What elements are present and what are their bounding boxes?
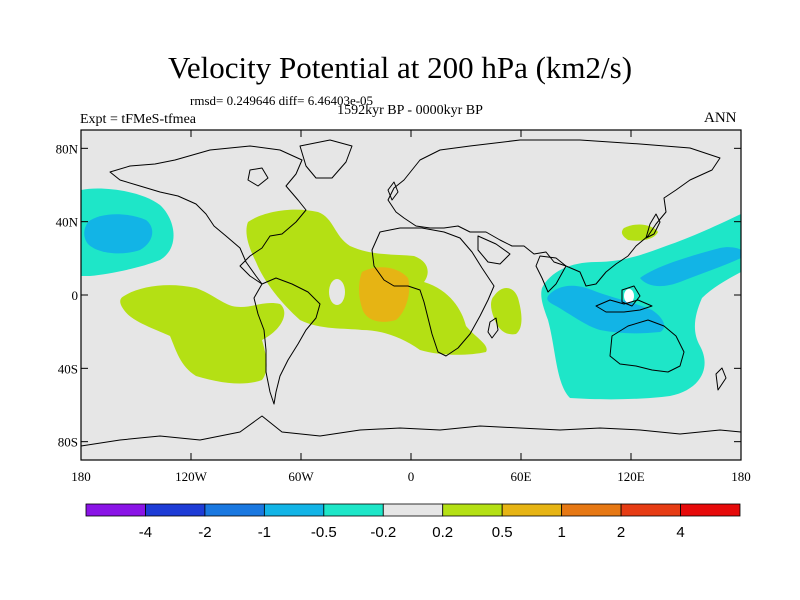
x-tick-label: 120W (175, 469, 208, 484)
colorbar-label: -2 (198, 524, 211, 541)
coastlines (81, 139, 741, 447)
colorbar-swatch (442, 503, 503, 517)
arabia (477, 235, 511, 265)
colorbar-label: -1 (258, 524, 271, 541)
east-africa-positive (491, 287, 522, 335)
x-tick-label: 120E (617, 469, 645, 484)
japan (645, 213, 661, 239)
y-tick-label: 80N (56, 141, 79, 156)
x-tick-label: 60W (288, 469, 314, 484)
neutral-hole (329, 279, 345, 305)
south-america-coast (253, 277, 321, 405)
colorbar-swatch (85, 503, 146, 517)
colorbar-swatch (561, 503, 622, 517)
colorbar-swatch (620, 503, 681, 517)
colorbar-label: 4 (676, 524, 684, 541)
colorbar-swatch (501, 503, 563, 517)
colorbar: -4 -2 -1 -0.5 -0.2 0.2 0.5 1 2 4 (85, 503, 741, 541)
maritime-continent-core (547, 285, 665, 334)
y-tick-label: 40S (58, 361, 78, 376)
colorbar-label: 0.5 (492, 524, 513, 541)
neutral-hole-borneo (624, 289, 634, 303)
y-tick-label: 0 (72, 288, 79, 303)
colorbar-label: -4 (139, 524, 152, 541)
africa-coast (371, 227, 495, 357)
season-label: ANN (704, 110, 737, 126)
x-tick-label: 60E (511, 469, 532, 484)
y-tick-label: 80S (58, 435, 78, 450)
y-tick-label: 40N (56, 215, 79, 230)
strong-negative-regions (84, 214, 741, 334)
colorbar-label: 1 (557, 524, 565, 541)
map-panel (81, 130, 741, 460)
x-tick-label: 0 (408, 469, 415, 484)
colorbar-swatch (680, 503, 741, 517)
eurasia-coast (387, 139, 721, 287)
x-tick-label: 180 (731, 469, 751, 484)
colorbar-swatch (204, 503, 265, 517)
longitude-ticks: 180 120W 60W 0 60E 120E 180 (71, 130, 751, 484)
latitude-ticks: 80N 40N 0 40S 80S (56, 141, 741, 450)
x-tick-label: 180 (71, 469, 91, 484)
colorbar-label: -0.5 (311, 524, 337, 541)
india (535, 255, 567, 293)
colorbar-label: 2 (617, 524, 625, 541)
greenland (299, 139, 353, 179)
hudson-bay (247, 167, 269, 187)
west-pacific-core (640, 247, 741, 287)
colorbar-swatch (382, 503, 444, 517)
colorbar-swatch (145, 503, 206, 517)
north-pacific-core (84, 214, 153, 254)
central-africa-maximum (359, 267, 410, 322)
borneo (621, 285, 641, 307)
experiment-label: Expt = tFMeS-tfmea (80, 112, 196, 127)
colorbar-swatch (263, 503, 325, 517)
new-zealand (715, 367, 727, 391)
colorbar-swatch (323, 503, 384, 517)
antarctica-coast (81, 415, 741, 447)
plot-title: Velocity Potential at 200 hPa (km2/s) (167, 50, 633, 85)
period-label: 1592kyr BP - 0000kyr BP (337, 103, 483, 118)
indonesia (595, 299, 653, 313)
stats-label: rmsd= 0.249646 diff= 6.46403e-05 (190, 93, 374, 108)
british-isles (387, 181, 399, 201)
colorbar-label: 0.2 (432, 524, 453, 541)
south-america-positive (120, 285, 285, 384)
madagascar (487, 317, 499, 339)
colorbar-label: -0.2 (370, 524, 396, 541)
north-america-coast (109, 145, 307, 285)
australia-coast (609, 319, 685, 373)
